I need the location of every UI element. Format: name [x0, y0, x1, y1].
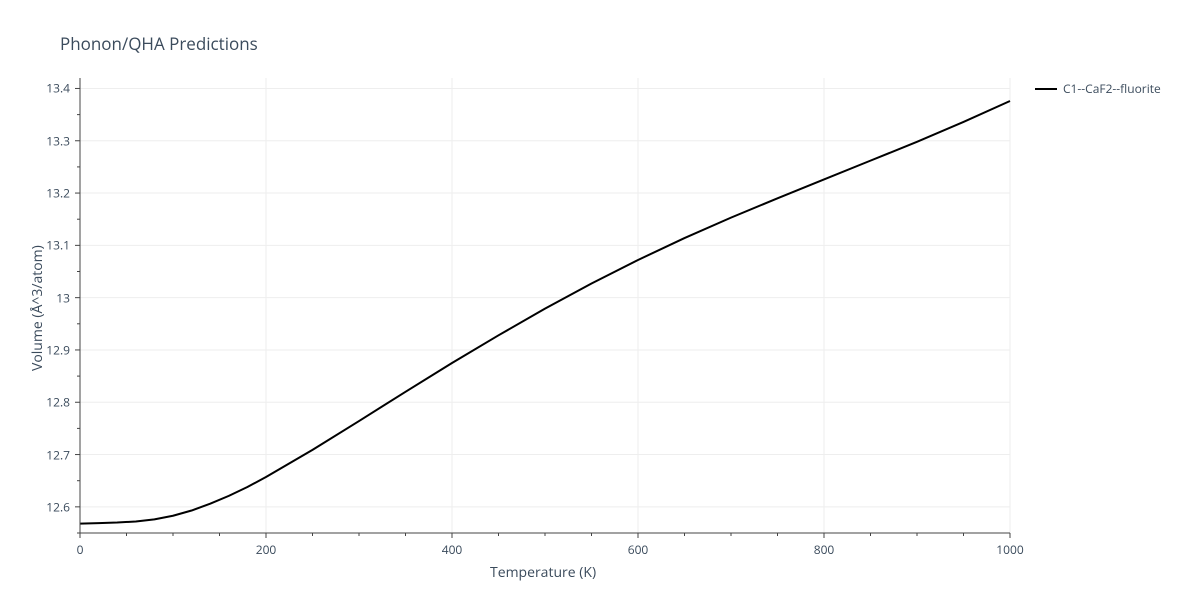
x-tick-label: 0 [77, 541, 84, 558]
chart-title: Phonon/QHA Predictions [60, 32, 258, 55]
x-axis-label: Temperature (K) [490, 563, 596, 582]
x-tick-label: 600 [628, 541, 649, 558]
x-tick-label: 400 [442, 541, 463, 558]
legend-item-label: C1--CaF2--fluorite [1063, 80, 1161, 97]
chart-root: Phonon/QHA Predictions Temperature (K) V… [0, 0, 1200, 600]
plot-area [80, 78, 1010, 533]
legend: C1--CaF2--fluorite [1035, 80, 1161, 97]
y-tick-label: 13.1 [40, 237, 70, 254]
y-tick-label: 12.6 [40, 498, 70, 515]
y-tick-label: 13.4 [40, 80, 70, 97]
y-tick-label: 13.2 [40, 185, 70, 202]
y-tick-label: 13.3 [40, 132, 70, 149]
x-tick-label: 1000 [996, 541, 1023, 558]
y-tick-label: 12.7 [40, 446, 70, 463]
legend-line-icon [1035, 88, 1057, 90]
x-tick-label: 200 [256, 541, 277, 558]
axis-layer [80, 78, 1010, 533]
y-tick-label: 12.8 [40, 394, 70, 411]
y-tick-label: 13 [40, 289, 70, 306]
y-tick-label: 12.9 [40, 341, 70, 358]
x-tick-label: 800 [814, 541, 835, 558]
